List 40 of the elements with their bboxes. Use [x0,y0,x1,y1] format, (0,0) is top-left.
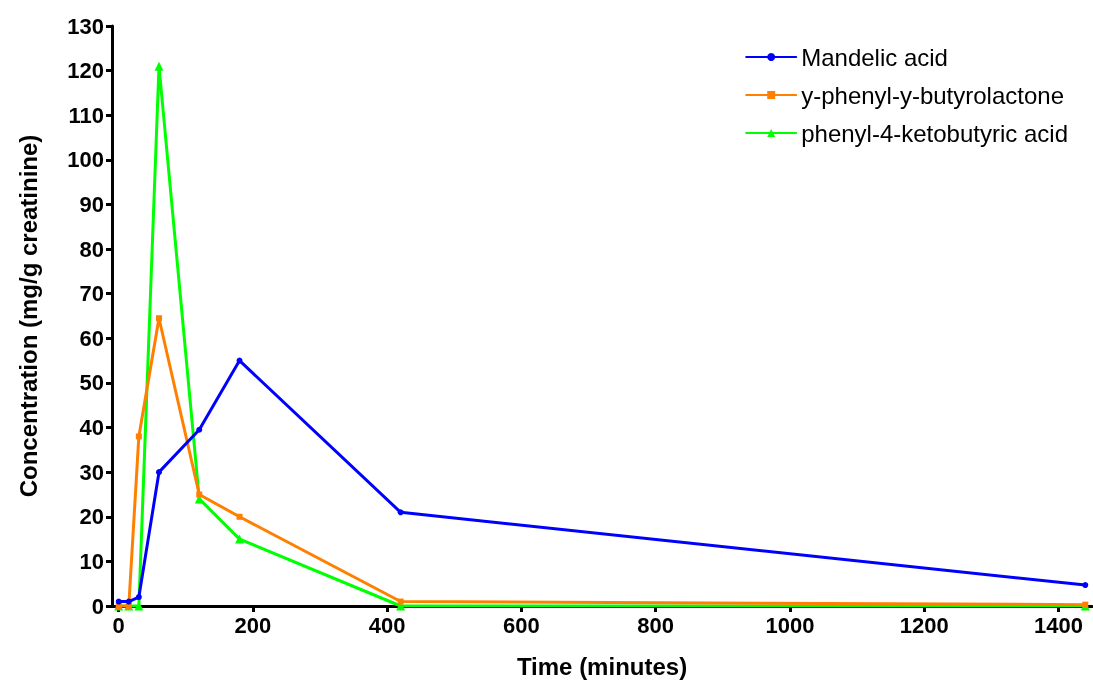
y-tick-label: 70 [79,281,104,307]
point [235,534,245,544]
x-tick-label: 0 [112,612,125,638]
legend-label: y-phenyl-y-butyrolactone [801,81,1064,109]
x-tick-label: 1000 [765,612,815,638]
y-tick-label: 110 [68,102,104,128]
y-tick-label: 10 [79,548,104,574]
x-tick-label: 200 [234,612,272,638]
y-axis-title: Concentration (mg/g creatinine) [14,134,42,498]
y-tick-label: 90 [79,191,104,217]
point [125,598,132,605]
legend-label: phenyl-4-ketobutyric acid [801,119,1069,147]
point [155,469,162,476]
x-tick-label: 1400 [1033,612,1083,638]
y-tick-label: 20 [79,504,104,530]
y-tick-label: 30 [79,459,104,485]
point [397,509,404,516]
point [135,433,142,440]
y-tick-label: 100 [67,147,104,173]
point [236,513,243,520]
point [154,61,164,71]
x-tick-label: 400 [368,612,406,638]
y-tick-label: 50 [79,370,104,396]
point [397,598,404,605]
point [155,315,162,322]
point [1082,582,1089,589]
y-tick-label: 0 [91,593,104,619]
y-tick-label: 130 [67,13,104,39]
x-tick-label: 1200 [899,612,949,638]
y-tick-label: 60 [79,325,104,351]
y-tick-label: 120 [67,58,104,84]
x-tick-label: 600 [503,612,540,638]
x-axis-title: Time (minutes) [516,652,688,680]
point [196,491,203,498]
y-tick-label: 80 [79,236,104,262]
x-tick-label: 800 [637,612,675,638]
y-tick-label: 40 [79,415,104,441]
legend-label: Mandelic acid [801,43,948,71]
point [135,594,142,601]
point [196,426,203,433]
